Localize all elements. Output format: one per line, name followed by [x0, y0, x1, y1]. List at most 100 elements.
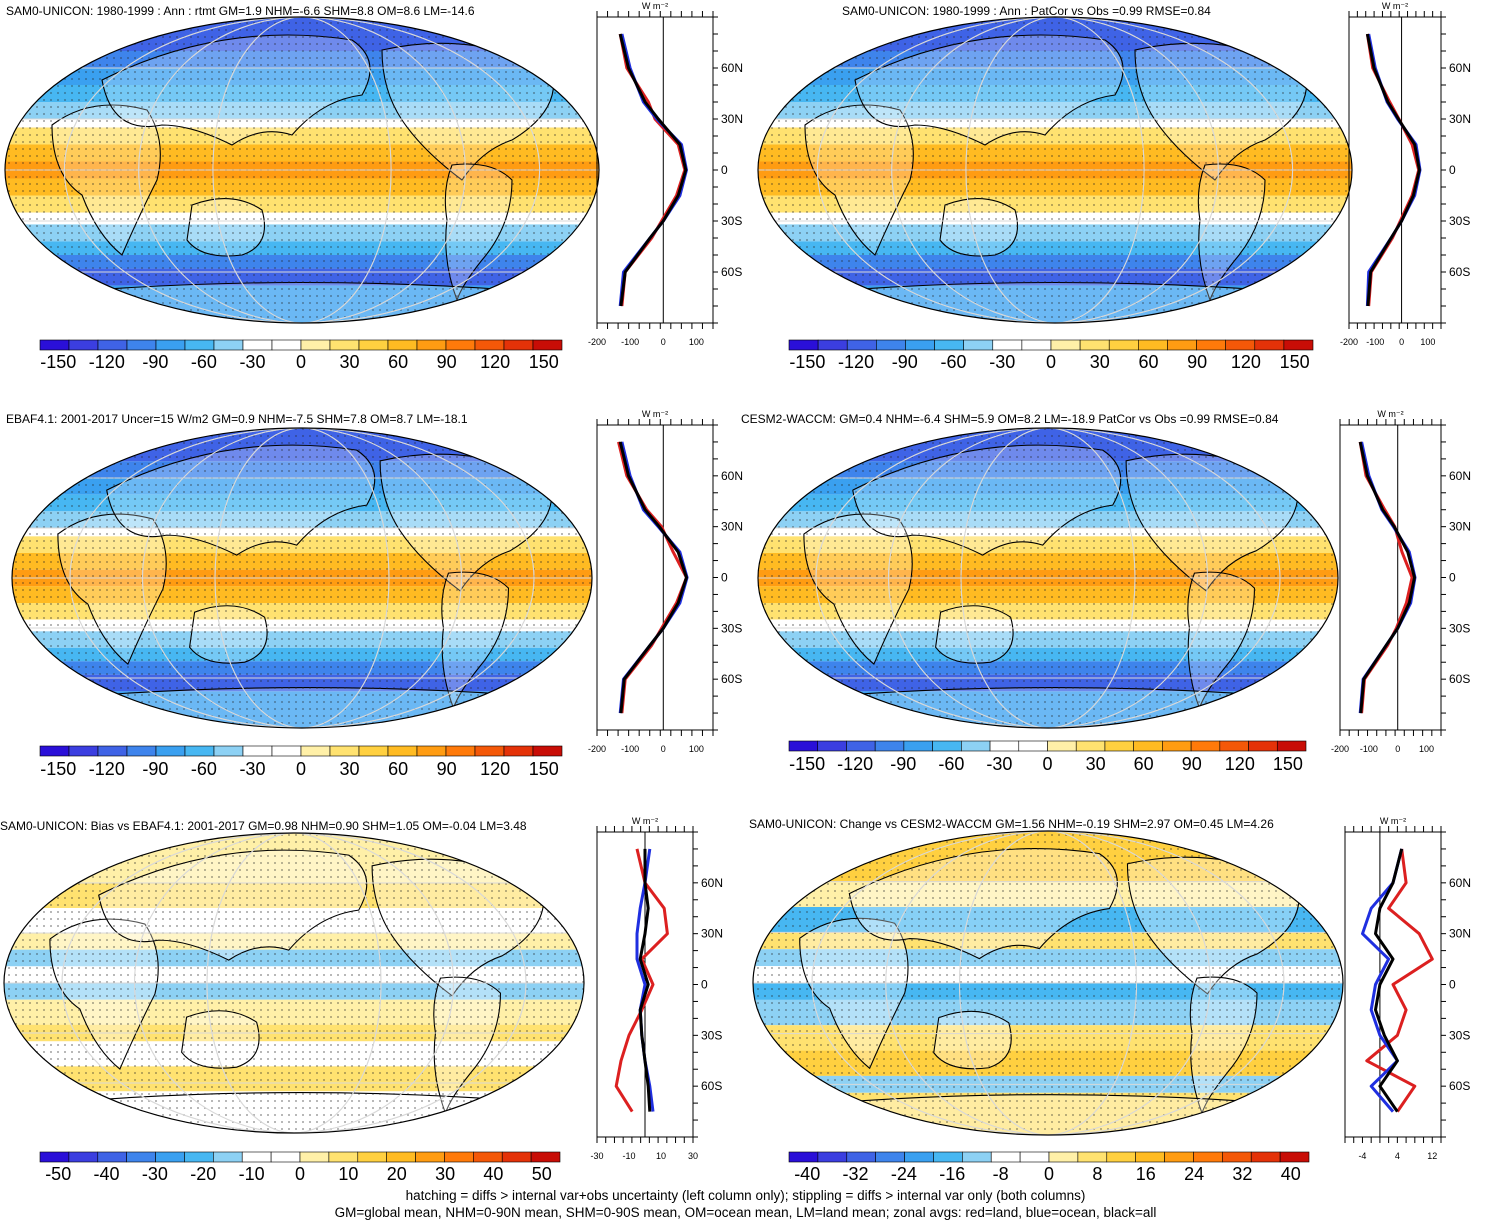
colorbar-tick-label: 30	[1090, 352, 1110, 372]
colorbar-tick-label: -16	[939, 1164, 965, 1184]
graticule-meridian	[206, 833, 382, 1133]
zonal-lat-label: 30S	[721, 621, 742, 635]
colorbar-tick-label: -60	[191, 352, 217, 372]
colorbar-swatch	[904, 1151, 934, 1163]
colorbar-tick-label: 32	[1232, 1164, 1252, 1184]
zonal-x-label: -10	[622, 1151, 635, 1161]
world-map	[757, 427, 1339, 729]
colorbar-swatch	[1279, 1151, 1310, 1163]
zonal-unit-label: W m⁻²	[1382, 1, 1408, 11]
colorbar-tick-label: -120	[89, 352, 125, 372]
colorbar-swatch	[530, 1151, 561, 1163]
colorbar-swatch	[875, 1151, 905, 1163]
graticule-meridian	[960, 428, 1136, 728]
zonal-lat-label: 60S	[721, 265, 742, 279]
colorbar-tick-label: -10	[239, 1164, 265, 1184]
colorbar-tick-label: 16	[1136, 1164, 1156, 1184]
graticule-meridian	[885, 831, 1211, 1135]
colorbar-tick-label: 30	[1086, 754, 1106, 774]
graticule-meridian	[959, 831, 1137, 1135]
colorbar-tick-label: -30	[986, 754, 1012, 774]
zonal-lat-label: 60S	[1449, 1079, 1470, 1093]
zonal-lat-label: 30N	[721, 520, 743, 534]
map-field	[758, 428, 1338, 728]
zonal-lat-label: 60N	[701, 876, 723, 890]
zonal-line-ocean	[1361, 848, 1404, 1113]
colorbar-tick-label: -120	[838, 352, 874, 372]
world-map	[752, 830, 1344, 1136]
footer-note-means: GM=global mean, NHM=0-90N mean, SHM=0-90…	[334, 1205, 1157, 1220]
colorbar-tick-label: 30	[340, 759, 360, 779]
graticule-meridian	[891, 17, 1219, 323]
zonal-x-label: 100	[1419, 744, 1434, 754]
panel-title: SAM0-UNICON: Bias vs EBAF4.1: 2001-2017 …	[0, 819, 527, 833]
zonal-lat-label: 60N	[1449, 61, 1471, 75]
colorbar-swatch	[1164, 1151, 1194, 1163]
world-map	[11, 427, 593, 729]
colorbar-tick-label: -150	[789, 352, 825, 372]
colorbar-tick-label: 90	[1187, 352, 1207, 372]
zonal-line-land	[1365, 848, 1434, 1113]
zonal-lat-label: 60N	[721, 469, 743, 483]
colorbar-tick-label: -50	[45, 1164, 71, 1184]
colorbar-tick-label: 90	[1182, 754, 1202, 774]
zonal-mean-plot: W m⁻² 60N 30N 0 30S 60S -200 -100 0 100	[588, 409, 743, 754]
zonal-lat-label: 30S	[721, 214, 742, 228]
zonal-lat-label: 30S	[1449, 621, 1470, 635]
colorbar-tick-label: -90	[892, 352, 918, 372]
colorbar-swatch	[1283, 339, 1314, 351]
colorbar-swatch	[1276, 740, 1307, 752]
graticule-meridian	[214, 428, 390, 728]
colorbar-tick-label: 30	[435, 1164, 455, 1184]
zonal-line-all	[618, 441, 688, 714]
colorbar-tick-label: 0	[296, 352, 306, 372]
zonal-lat-label: 0	[701, 978, 708, 992]
colorbar: -150 -120 -90 -60 -30 0 30 60 90 120 150	[39, 745, 563, 779]
zonal-lat-label: 60S	[701, 1079, 722, 1093]
colorbar-tick-label: -150	[40, 759, 76, 779]
graticule-meridian	[815, 428, 1281, 728]
zonal-x-label: 100	[1420, 337, 1435, 347]
zonal-x-label: 0	[661, 744, 666, 754]
colorbar-swatch	[846, 1151, 876, 1163]
graticule-meridian	[816, 17, 1294, 323]
colorbar-tick-label: -60	[938, 754, 964, 774]
colorbar-tick-label: -24	[891, 1164, 917, 1184]
zonal-x-label: -200	[588, 337, 606, 347]
map-border	[3, 832, 585, 1134]
zonal-x-label: 12	[1427, 1151, 1437, 1161]
zonal-lat-label: 0	[1449, 571, 1456, 585]
colorbar-swatch	[1250, 1151, 1281, 1163]
colorbar-swatch	[933, 1151, 963, 1163]
colorbar-tick-label: -90	[142, 759, 168, 779]
zonal-mean-plot: W m⁻² 60N 30N 0 30S 60S -200 -100 0 100	[588, 1, 743, 347]
zonal-x-label: -200	[588, 744, 606, 754]
zonal-lat-label: 0	[721, 571, 728, 585]
colorbar-swatch	[817, 1151, 848, 1163]
colorbar-tick-label: 0	[296, 759, 306, 779]
world-map	[757, 16, 1353, 324]
colorbar-tick-label: -30	[142, 1164, 168, 1184]
map-border	[757, 427, 1339, 729]
zonal-mean-plot: W m⁻² 60N 30N 0 30S 60S -200 -100 0 100	[1331, 409, 1471, 754]
graticule-meridian	[142, 428, 462, 728]
colorbar-swatch	[532, 339, 563, 351]
map-border	[11, 427, 593, 729]
zonal-x-label: 30	[688, 1151, 698, 1161]
map-border	[757, 16, 1353, 324]
zonal-lat-label: 30N	[1449, 520, 1471, 534]
zonal-lat-label: 30N	[1449, 112, 1471, 126]
zonal-x-label: -100	[1366, 337, 1384, 347]
zonal-line-land	[614, 848, 669, 1113]
colorbar-swatch	[1019, 1151, 1050, 1163]
colorbar-tick-label: 150	[529, 352, 559, 372]
zonal-unit-label: W m⁻²	[1380, 816, 1406, 826]
zonal-lat-label: 0	[1449, 163, 1456, 177]
colorbar-tick-label: -60	[941, 352, 967, 372]
zonal-lat-label: 0	[721, 163, 728, 177]
world-map	[3, 832, 585, 1134]
zonal-x-label: -200	[1340, 337, 1358, 347]
zonal-x-label: -100	[621, 744, 639, 754]
zonal-line-all	[618, 33, 688, 307]
colorbar-tick-label: 150	[1273, 754, 1303, 774]
